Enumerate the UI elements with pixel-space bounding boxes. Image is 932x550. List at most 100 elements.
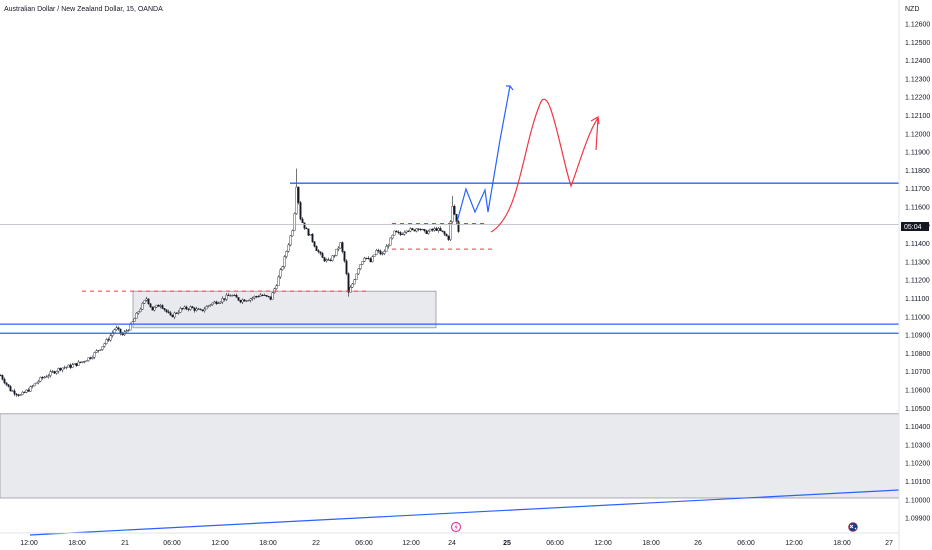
candle-bull (137, 311, 140, 314)
candle-bear (395, 230, 398, 233)
candle-bull (143, 300, 146, 304)
candle-bear (299, 202, 302, 220)
time-axis[interactable]: 12:00 18:00 21 06:00 12:00 18:00 22 06:00 12:00 2… (20, 540, 893, 547)
candle-bull (401, 234, 404, 236)
demand-zone (0, 413, 900, 499)
candle-bear (377, 250, 380, 252)
candle-bear (265, 294, 268, 297)
candle-bull (51, 371, 54, 373)
candle-bear (443, 231, 446, 235)
price-tick-label: 1.11700 (905, 186, 930, 193)
candle-bear (347, 273, 350, 293)
candle-bull (177, 312, 180, 314)
candle-bull (115, 327, 118, 330)
candle-bear (447, 235, 450, 240)
lightning-event-icon[interactable] (450, 521, 462, 533)
candle-bear (69, 364, 72, 368)
candle-bear (161, 305, 164, 309)
candle-bull (35, 382, 38, 385)
time-tick-label: 26 (694, 540, 702, 547)
candle-bear (193, 307, 196, 311)
candle-bull (251, 297, 254, 300)
candle-bull (81, 361, 84, 363)
ascending-trend-line[interactable] (29, 489, 900, 536)
candle-bull (325, 259, 328, 262)
time-tick-label: 12:00 (785, 540, 803, 547)
candle-bear (321, 253, 324, 258)
candle-bear (41, 376, 44, 379)
candle-bear (13, 390, 16, 395)
price-tick-label: 1.10800 (905, 351, 930, 358)
candle-bull (393, 230, 396, 236)
price-tick-label: 1.11200 (905, 278, 930, 285)
candle-bull (363, 257, 366, 262)
alternative-projection-path[interactable] (490, 98, 599, 233)
candle-bull (57, 367, 60, 372)
price-tick-label: 1.10500 (905, 406, 930, 413)
price-tick-label: 1.10200 (905, 461, 930, 468)
candle-bull (415, 228, 418, 232)
candle-bull (71, 364, 74, 368)
candle-bear (15, 393, 18, 396)
candle-bear (269, 296, 272, 300)
candle-bull (293, 213, 296, 231)
projection-arrow-head-red (590, 116, 600, 125)
price-tick-label: 1.11800 (905, 168, 930, 175)
candle-bear (453, 206, 456, 215)
candle-bull (213, 301, 216, 304)
candle-bull (103, 343, 106, 347)
candle-bull (371, 256, 374, 263)
candle-bull (211, 302, 214, 305)
price-tick-label: 1.12500 (905, 40, 930, 47)
candle-bull (289, 235, 292, 246)
candle-bear (365, 257, 368, 259)
candle-bear (343, 251, 346, 262)
price-axis[interactable]: 1.12600 1.12500 1.12400 1.12300 1.12200 1.121… (905, 22, 930, 523)
candle-bull (281, 266, 284, 270)
candle-bear (397, 231, 400, 233)
candle-bear (79, 361, 82, 363)
time-tick-label: 06:00 (737, 540, 755, 547)
price-tick-label: 1.12400 (905, 58, 930, 65)
candle-bull (11, 390, 14, 392)
candle-bull (285, 251, 288, 257)
candle-bull (353, 279, 356, 285)
candle-bull (349, 287, 352, 293)
candle-bear (319, 251, 322, 254)
candle-bear (107, 339, 110, 341)
candle-bear (147, 298, 150, 305)
candle-bull (283, 256, 286, 267)
australia-flag-icon[interactable] (848, 522, 858, 532)
candle-bull (309, 234, 312, 236)
candle-bear (267, 295, 270, 297)
candle-bull (263, 294, 266, 296)
time-tick-label: 18:00 (833, 540, 851, 547)
price-tick-label: 1.12000 (905, 131, 930, 138)
price-tick-label: 1.11600 (905, 205, 930, 212)
time-tick-label: 12:00 (20, 540, 38, 547)
time-tick-label: 06:00 (546, 540, 564, 547)
candle-bear (305, 228, 308, 230)
candle-bull (221, 298, 224, 303)
candle-bull (33, 383, 36, 387)
bullish-projection-path[interactable] (456, 85, 511, 223)
candle-bear (313, 241, 316, 247)
candle-bull (383, 251, 386, 254)
candle-bull (433, 228, 436, 231)
candle-bull (231, 295, 234, 297)
candle-bull (173, 312, 176, 318)
candle-bear (367, 257, 370, 259)
candle-bear (75, 363, 78, 366)
candle-bull (25, 389, 28, 393)
candle-bull (421, 229, 424, 231)
candle-bear (399, 232, 402, 235)
candle-bull (55, 371, 58, 374)
current-price-tag (901, 222, 929, 231)
candle-bull (259, 294, 262, 297)
candle-bull (209, 304, 212, 306)
price-tick-label: 1.11400 (905, 241, 930, 248)
candle-bull (153, 306, 156, 311)
candle-bull (337, 247, 340, 250)
candle-bull (449, 221, 452, 240)
